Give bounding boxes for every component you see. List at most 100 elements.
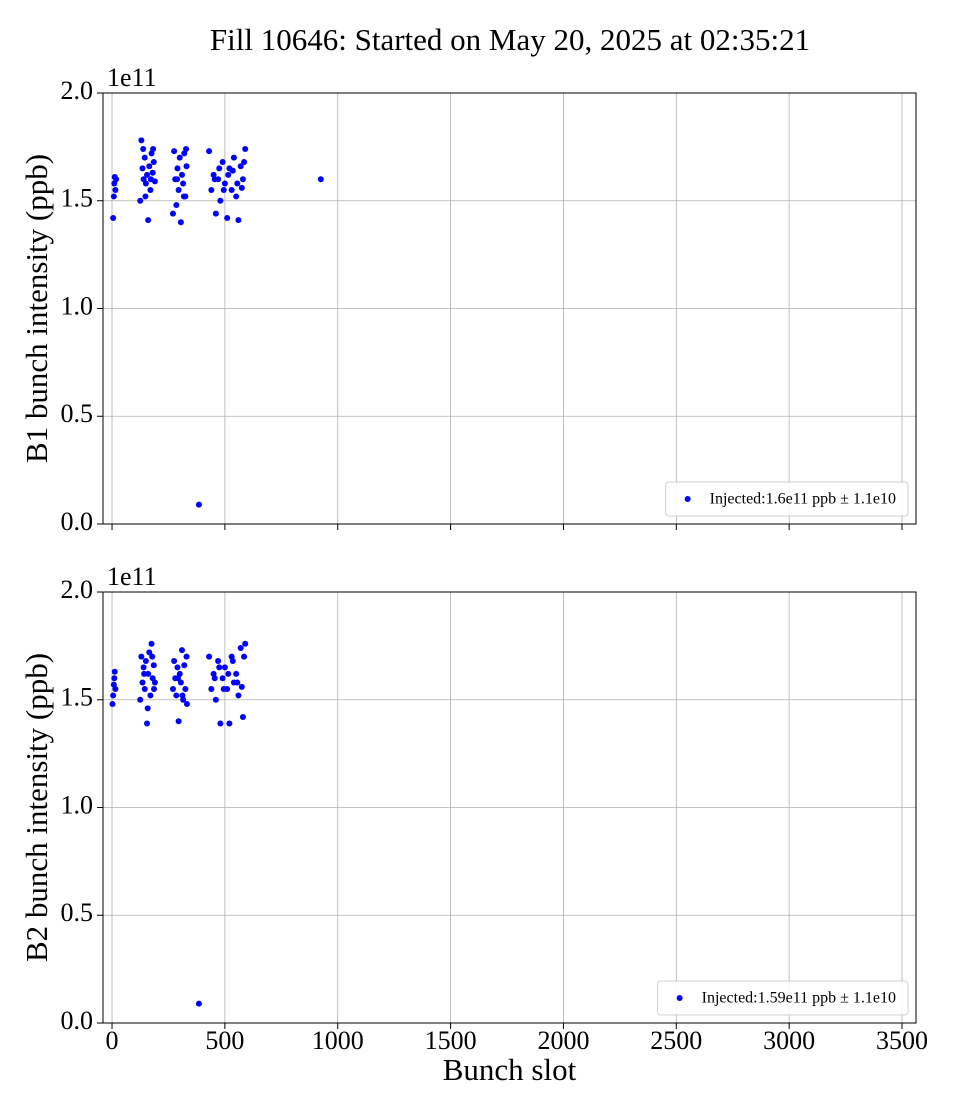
y-tick-label: 0.5 xyxy=(61,399,94,428)
data-point xyxy=(112,186,119,193)
data-point xyxy=(238,683,245,690)
data-point xyxy=(183,653,190,660)
data-point xyxy=(174,176,181,183)
data-point xyxy=(212,210,219,217)
y-tick-label: 1.5 xyxy=(61,683,94,712)
data-point xyxy=(216,165,223,172)
data-point xyxy=(235,692,242,699)
data-point xyxy=(109,701,116,708)
data-point xyxy=(111,668,118,675)
data-point xyxy=(137,696,144,703)
y-tick-label: 2.0 xyxy=(61,575,94,604)
y-tick-label: 2.0 xyxy=(61,76,94,105)
x-tick-label: 1000 xyxy=(312,1026,364,1055)
legend-label: Injected:1.6e11 ppb ± 1.1e10 xyxy=(710,491,896,508)
data-point xyxy=(110,193,117,200)
data-point xyxy=(181,662,188,669)
data-point xyxy=(206,653,213,660)
data-point xyxy=(241,653,248,660)
data-point xyxy=(146,163,153,170)
data-point xyxy=(229,657,236,664)
y-tick-label: 0.0 xyxy=(61,1006,94,1035)
data-point xyxy=(178,171,185,178)
y-axis-label: B2 bunch intensity (ppb) xyxy=(19,653,54,962)
data-point xyxy=(217,720,224,727)
data-point xyxy=(150,158,157,165)
data-point xyxy=(144,720,151,727)
data-point xyxy=(140,146,147,153)
data-point xyxy=(217,197,224,204)
x-tick-label: 500 xyxy=(205,1026,244,1055)
data-point xyxy=(208,186,215,193)
data-point xyxy=(142,193,149,200)
data-point xyxy=(241,158,248,165)
data-point xyxy=(180,193,187,200)
data-point xyxy=(180,180,187,187)
data-point xyxy=(169,210,176,217)
data-point xyxy=(110,692,117,699)
data-point xyxy=(233,670,240,677)
data-point xyxy=(111,675,118,682)
y-offset-label: 1e11 xyxy=(107,63,157,92)
data-point xyxy=(149,653,156,660)
y-offset-label: 1e11 xyxy=(107,562,157,591)
x-axis-label: Bunch slot xyxy=(443,1052,577,1087)
data-point xyxy=(230,154,237,161)
y-tick-label: 1.0 xyxy=(61,790,94,819)
y-tick-label: 0.5 xyxy=(61,898,94,927)
data-point xyxy=(110,214,117,221)
data-point xyxy=(208,685,215,692)
data-point xyxy=(225,670,232,677)
data-point xyxy=(142,180,149,187)
data-point xyxy=(141,670,148,677)
x-tick-label: 1500 xyxy=(425,1026,477,1055)
data-point xyxy=(151,685,158,692)
data-point xyxy=(137,197,144,204)
data-point xyxy=(237,163,244,170)
data-point xyxy=(147,692,154,699)
legend-marker xyxy=(676,995,683,1001)
legend: Injected:1.59e11 ppb ± 1.1e10 xyxy=(657,980,909,1016)
data-point xyxy=(169,685,176,692)
y-tick-label: 1.0 xyxy=(61,291,94,320)
data-point xyxy=(239,176,246,183)
data-point xyxy=(211,176,218,183)
data-point xyxy=(144,705,151,712)
data-point xyxy=(215,657,222,664)
data-point xyxy=(235,217,242,224)
data-point xyxy=(150,662,157,669)
legend-marker xyxy=(684,496,691,502)
data-point xyxy=(221,180,228,187)
data-point xyxy=(225,171,232,178)
data-point xyxy=(183,146,190,153)
legend-box xyxy=(665,481,909,517)
data-point xyxy=(179,692,186,699)
x-tick-label: 3500 xyxy=(876,1026,928,1055)
data-point xyxy=(145,217,152,224)
data-point xyxy=(112,685,119,692)
data-point xyxy=(173,202,180,209)
x-tick-label: 3000 xyxy=(763,1026,815,1055)
data-point xyxy=(149,169,156,176)
data-point xyxy=(146,649,153,656)
data-point xyxy=(219,675,226,682)
data-point xyxy=(183,163,190,170)
data-point xyxy=(234,180,241,187)
y-axis-label: B1 bunch intensity (ppb) xyxy=(19,154,54,463)
plot-frame xyxy=(102,591,917,1024)
legend-label: Injected:1.59e11 ppb ± 1.1e10 xyxy=(702,990,896,1007)
data-point xyxy=(242,146,249,153)
data-point xyxy=(195,1000,202,1007)
data-point xyxy=(226,720,233,727)
data-point xyxy=(113,176,120,183)
data-point xyxy=(138,653,145,660)
data-point xyxy=(171,657,178,664)
data-point xyxy=(220,186,227,193)
data-point xyxy=(144,171,151,178)
x-tick-label: 2000 xyxy=(537,1026,589,1055)
data-point xyxy=(141,154,148,161)
data-point xyxy=(219,158,226,165)
data-point xyxy=(177,219,184,226)
